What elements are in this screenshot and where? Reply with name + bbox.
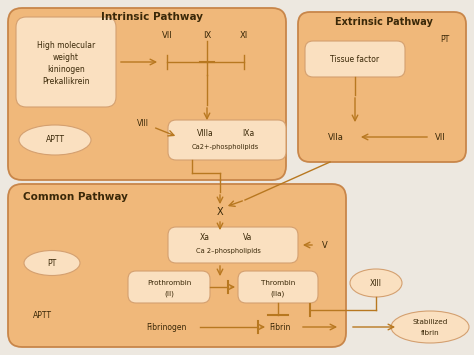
Text: VII: VII — [162, 31, 173, 39]
Text: XI: XI — [240, 31, 248, 39]
FancyBboxPatch shape — [168, 120, 286, 160]
Text: XIII: XIII — [370, 279, 382, 288]
Text: (II): (II) — [164, 291, 174, 297]
Text: Ca2+-phospholipids: Ca2+-phospholipids — [191, 144, 259, 150]
Text: Thrombin: Thrombin — [261, 280, 295, 286]
Text: Tissue factor: Tissue factor — [330, 55, 380, 64]
Text: Stabilized: Stabilized — [412, 319, 447, 325]
Text: Fibrin: Fibrin — [269, 322, 291, 332]
Text: APTT: APTT — [46, 136, 64, 144]
FancyBboxPatch shape — [298, 12, 466, 162]
Text: Fibrinogen: Fibrinogen — [146, 322, 186, 332]
Text: Prothrombin: Prothrombin — [147, 280, 191, 286]
Ellipse shape — [350, 269, 402, 297]
Text: fibrin: fibrin — [421, 330, 439, 336]
Text: APTT: APTT — [33, 311, 52, 320]
Text: PT: PT — [440, 36, 450, 44]
Text: VIII: VIII — [137, 119, 149, 127]
Text: Intrinsic Pathway: Intrinsic Pathway — [101, 12, 203, 22]
Text: IX: IX — [203, 31, 211, 39]
Text: kininogen: kininogen — [47, 65, 85, 73]
Text: (IIa): (IIa) — [271, 291, 285, 297]
FancyBboxPatch shape — [168, 227, 298, 263]
Ellipse shape — [19, 125, 91, 155]
Text: Extrinsic Pathway: Extrinsic Pathway — [335, 17, 433, 27]
Text: Prekallikrein: Prekallikrein — [42, 76, 90, 86]
Text: High molecular: High molecular — [37, 40, 95, 49]
FancyBboxPatch shape — [128, 271, 210, 303]
Text: VII: VII — [435, 132, 446, 142]
FancyBboxPatch shape — [305, 41, 405, 77]
Text: Xa: Xa — [200, 233, 210, 241]
Text: IXa: IXa — [242, 129, 254, 137]
FancyBboxPatch shape — [8, 184, 346, 347]
Text: Ca 2–phospholipids: Ca 2–phospholipids — [196, 248, 260, 254]
Ellipse shape — [24, 251, 80, 275]
Text: Va: Va — [243, 233, 253, 241]
Text: V: V — [322, 240, 328, 250]
FancyBboxPatch shape — [16, 17, 116, 107]
FancyBboxPatch shape — [8, 8, 286, 180]
Text: PT: PT — [47, 258, 56, 268]
Text: weight: weight — [53, 53, 79, 61]
Text: VIIa: VIIa — [328, 132, 344, 142]
Text: Common Pathway: Common Pathway — [23, 192, 128, 202]
Ellipse shape — [391, 311, 469, 343]
FancyBboxPatch shape — [238, 271, 318, 303]
Text: VIIIa: VIIIa — [197, 129, 213, 137]
Text: X: X — [217, 207, 223, 217]
